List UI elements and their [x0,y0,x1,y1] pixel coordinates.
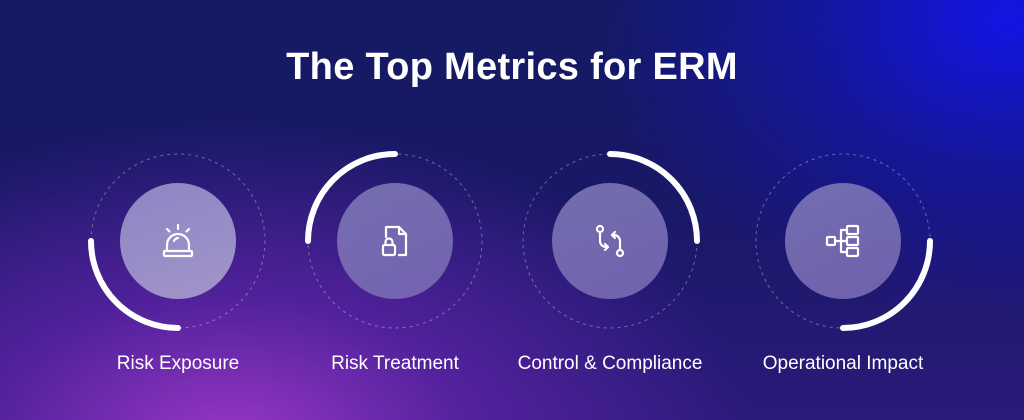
metric-label: Risk Treatment [331,353,459,374]
swap-arrows-icon [595,224,625,258]
metric-label: Control & Compliance [517,353,703,374]
metric-icon-disc [337,183,453,299]
progress-ring [755,153,933,331]
metric-operational-impact [748,146,938,336]
progress-ring [305,151,483,329]
metric-icon-disc [785,183,901,299]
page-title: The Top Metrics for ERM [286,46,738,88]
alarm-icon [162,223,194,258]
metric-risk-treatment [300,146,490,336]
progress-ring [88,153,266,331]
metric-label: Risk Exposure [116,353,240,374]
metric-risk-exposure [83,146,273,336]
progress-ring [522,151,700,329]
metric-label: Operational Impact [762,353,924,374]
hierarchy-nodes-icon [825,224,860,258]
metric-control-compliance [515,146,705,336]
metric-icon-disc [120,183,236,299]
metric-icon-disc [552,183,668,299]
document-lock-icon [381,225,408,257]
